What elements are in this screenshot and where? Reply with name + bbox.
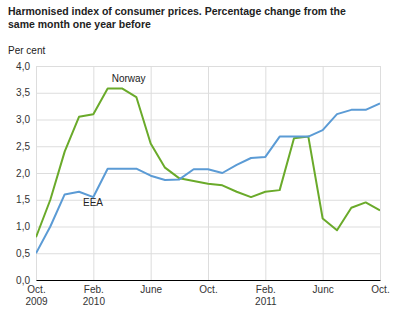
y-tick: 2,5 bbox=[16, 141, 380, 152]
x-grid-line bbox=[380, 66, 381, 280]
y-tick-label: 3,0 bbox=[16, 114, 30, 125]
x-tick: June bbox=[140, 66, 162, 295]
y-tick-label: 1,0 bbox=[16, 221, 30, 232]
y-tick: 4,0 bbox=[16, 61, 380, 72]
plot-area: 0,00,51,01,52,02,53,03,54,0Oct.2009Feb.2… bbox=[16, 61, 390, 307]
y-tick-label: 2,0 bbox=[16, 168, 30, 179]
y-tick-label: 4,0 bbox=[16, 61, 30, 72]
x-tick-label-line: 2010 bbox=[83, 296, 106, 307]
y-tick: 1,0 bbox=[16, 221, 380, 232]
x-tick-label: Feb.2010 bbox=[83, 284, 106, 307]
y-tick: 3,0 bbox=[16, 114, 380, 125]
x-tick-label: Feb.2011 bbox=[255, 284, 277, 307]
y-tick-label: 0,5 bbox=[16, 248, 30, 259]
y-tick: 1,5 bbox=[16, 194, 380, 205]
x-tick-label: Oct. bbox=[371, 284, 389, 295]
x-tick-label-line: 2011 bbox=[255, 296, 277, 307]
chart-container: Harmonised index of consumer prices. Per… bbox=[0, 0, 400, 320]
x-tick: Oct. bbox=[199, 66, 217, 295]
y-tick: 0,5 bbox=[16, 248, 380, 259]
y-tick-label: 3,5 bbox=[16, 87, 30, 98]
y-tick: 3,5 bbox=[16, 87, 380, 98]
x-tick: Oct.2009 bbox=[25, 66, 48, 307]
series-label: EEA bbox=[83, 197, 103, 208]
x-tick-label-line: Oct. bbox=[199, 284, 217, 295]
x-tick-label-line: Oct. bbox=[371, 284, 389, 295]
title-line: same month one year before bbox=[8, 18, 151, 30]
y-tick-label: 1,5 bbox=[16, 194, 30, 205]
title-line: Harmonised index of consumer prices. Per… bbox=[8, 5, 346, 17]
series-labels: Norway EEA bbox=[83, 73, 146, 207]
y-grid-line bbox=[36, 280, 380, 281]
title: Harmonised index of consumer prices. Per… bbox=[8, 5, 346, 30]
x-tick-label-line: Junc bbox=[313, 284, 334, 295]
x-tick-label: Oct.2009 bbox=[25, 284, 48, 307]
x-grid-line bbox=[208, 66, 209, 280]
x-tick-label: June bbox=[140, 284, 162, 295]
x-grid-line bbox=[151, 66, 152, 280]
x-grid-line bbox=[36, 66, 37, 280]
x-tick: Feb.2011 bbox=[255, 66, 277, 307]
x-axis: Oct.2009Feb.2010JuneOct.Feb.2011JuncOct. bbox=[25, 66, 389, 307]
lines bbox=[36, 88, 380, 253]
x-grid-line bbox=[323, 66, 324, 280]
y-axis: 0,00,51,01,52,02,53,03,54,0 bbox=[16, 61, 380, 286]
line-1 bbox=[36, 103, 380, 253]
x-tick-label-line: Oct. bbox=[27, 284, 45, 295]
x-axis-line bbox=[37, 280, 381, 281]
x-grid-line bbox=[93, 66, 94, 280]
x-tick-label-line: 2009 bbox=[25, 296, 48, 307]
y-axis-label: Per cent bbox=[8, 45, 45, 56]
x-tick-label-line: June bbox=[140, 284, 162, 295]
y-axis-line bbox=[36, 67, 37, 281]
line-0 bbox=[36, 88, 380, 237]
x-tick-label-line: Feb. bbox=[84, 284, 104, 295]
x-tick-label-line: Feb. bbox=[256, 284, 276, 295]
chart-svg: Harmonised index of consumer prices. Per… bbox=[0, 0, 400, 320]
series-label: Norway bbox=[112, 73, 146, 84]
y-tick-label: 2,5 bbox=[16, 141, 30, 152]
x-tick-label: Junc bbox=[313, 284, 334, 295]
x-tick: Feb.2010 bbox=[83, 66, 106, 307]
x-tick-label: Oct. bbox=[199, 284, 217, 295]
x-tick: Oct. bbox=[371, 66, 389, 295]
x-grid-line bbox=[265, 66, 266, 280]
